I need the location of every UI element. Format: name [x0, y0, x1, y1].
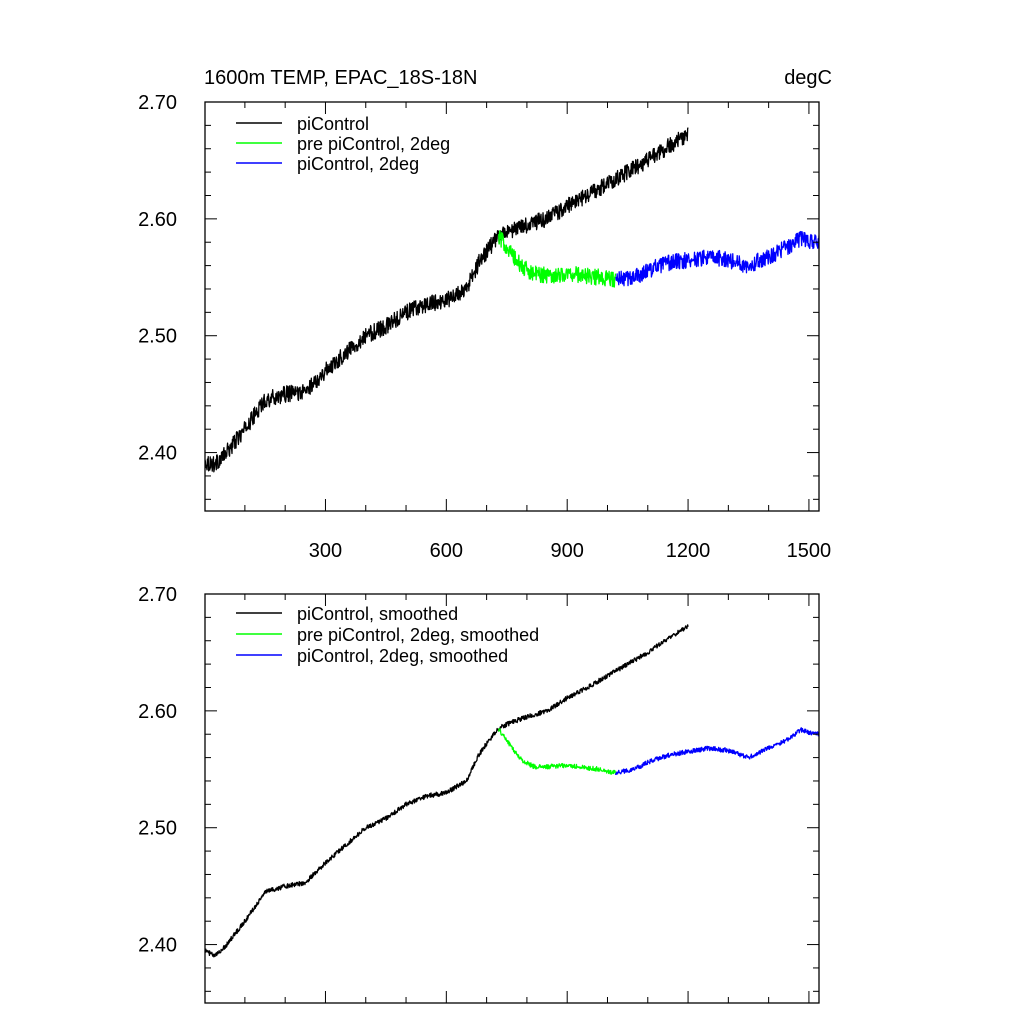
x-tick-label: 600 [430, 540, 463, 562]
units-label: degC [784, 67, 832, 89]
series-line-picontrol-2deg [615, 230, 819, 287]
legend-label-pre-pi-control-2deg: pre piControl, 2deg [297, 134, 450, 154]
top-plot-frame [204, 101, 820, 512]
y-tick-label: 2.60 [138, 209, 177, 231]
y-tick-label: 2.70 [138, 92, 177, 114]
legend-label-pi-control: piControl [297, 114, 369, 134]
x-tick-label: 1500 [787, 540, 832, 562]
bottom-panel: 2.40 2.50 2.60 2.70 piControl, smoothed pre… [138, 584, 820, 1004]
top-legend: piControl pre piControl, 2deg piControl,… [236, 114, 450, 174]
legend-label-pi-control-smoothed: piControl, smoothed [297, 604, 458, 624]
x-tick-label: 300 [309, 540, 342, 562]
top-series-layer [205, 127, 819, 473]
series-line-picontrol-smoothed [205, 624, 689, 958]
bottom-ticks: 2.40 2.50 2.60 2.70 [138, 584, 819, 1003]
y-tick-label: 2.50 [138, 818, 177, 840]
bottom-legend: piControl, smoothed pre piControl, 2deg,… [236, 604, 539, 666]
chart-title: 1600m TEMP, EPAC_18S-18N [204, 67, 477, 89]
top-panel: 300 600 900 1200 1500 2.40 2.50 2.60 2.70 piCont… [138, 92, 831, 562]
y-tick-label: 2.40 [138, 935, 177, 957]
x-tick-label: 1200 [666, 540, 711, 562]
y-tick-label: 2.60 [138, 701, 177, 723]
series-line-pre-picontrol-2deg-smoothed [498, 728, 617, 775]
x-tick-label: 900 [551, 540, 584, 562]
top-ticks: 300 600 900 1200 1500 2.40 2.50 2.60 2.70 [138, 92, 831, 562]
y-tick-label: 2.40 [138, 443, 177, 465]
series-line-picontrol-2deg-smoothed [614, 727, 819, 776]
y-tick-label: 2.70 [138, 584, 177, 606]
legend-label-pi-control-2deg: piControl, 2deg [297, 154, 419, 174]
bottom-series-layer [205, 624, 819, 958]
series-line-picontrol [205, 127, 689, 473]
bottom-plot-frame [204, 593, 820, 1004]
y-tick-label: 2.50 [138, 326, 177, 348]
legend-label-pi-control-2deg-smoothed: piControl, 2deg, smoothed [297, 646, 508, 666]
series-line-pre-picontrol-2deg [498, 230, 617, 288]
legend-label-pre-pi-control-2deg-smoothed: pre piControl, 2deg, smoothed [297, 625, 539, 645]
